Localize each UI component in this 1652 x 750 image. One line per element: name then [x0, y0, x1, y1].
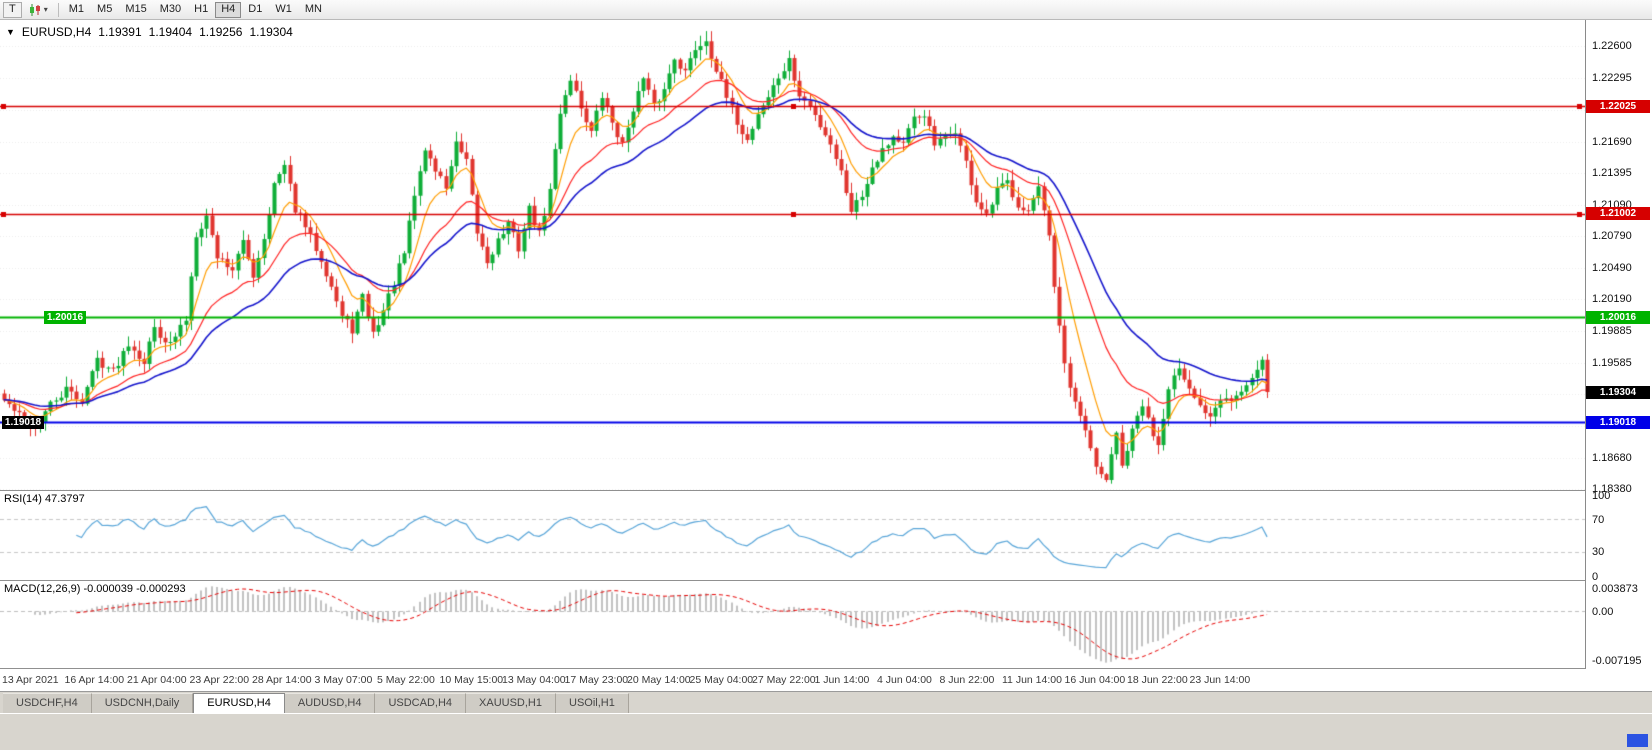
- time-axis-label: 25 May 04:00: [689, 674, 754, 686]
- panel-separator: [0, 668, 1652, 669]
- time-axis-label: 10 May 15:00: [439, 674, 504, 686]
- time-axis-label: 13 May 04:00: [502, 674, 566, 686]
- time-axis-label: 13 Apr 2021: [2, 674, 59, 686]
- tab-xauusd-h1[interactable]: XAUUSD,H1: [466, 693, 556, 713]
- price-axis-label: 1.20490: [1592, 261, 1632, 274]
- price-axis-label: 1.20790: [1592, 230, 1632, 243]
- timeframe-h4[interactable]: H4: [215, 1, 242, 18]
- timeframe-mn[interactable]: MN: [304, 3, 322, 15]
- tab-usoil-h1[interactable]: USOil,H1: [556, 693, 629, 713]
- tab-eurusd-h4[interactable]: EURUSD,H4: [193, 693, 285, 713]
- timeframe-group: M1 M5 M15 M30 H1 H4 D1 W1 MN: [63, 1, 328, 18]
- rsi-panel[interactable]: RSI(14) 47.3797: [0, 491, 1652, 580]
- timeframe-m1[interactable]: M1: [68, 3, 85, 15]
- price-axis-label: 1.22295: [1592, 72, 1632, 85]
- time-axis-label: 20 May 14:00: [627, 674, 691, 686]
- connection-indicator: [1627, 734, 1648, 747]
- macd-axis-label: -0.007195: [1592, 655, 1642, 667]
- rsi-label: RSI(14) 47.3797: [4, 493, 85, 505]
- chart-style-dropdown[interactable]: ▾: [22, 2, 54, 18]
- chart-header: ▼ EURUSD,H4 1.19391 1.19404 1.19256 1.19…: [6, 25, 293, 39]
- time-axis-label: 23 Jun 14:00: [1189, 674, 1251, 686]
- chart-tabs: USDCHF,H4 USDCNH,Daily EURUSD,H4 AUDUSD,H4 U…: [0, 691, 1652, 713]
- rsi-axis-label: 0: [1592, 570, 1599, 583]
- timeframe-m30[interactable]: M30: [159, 3, 182, 15]
- price-axis[interactable]: 1.226001.222951.219951.216901.213951.210…: [1585, 20, 1652, 669]
- hline-price-badge: 1.22025: [1586, 99, 1650, 113]
- top-toolbar: T ▾ M1 M5 M15 M30 H1 H4 D1 W1 MN: [0, 0, 1652, 20]
- ohlc-high: 1.19404: [148, 25, 193, 39]
- time-axis-label: 21 Apr 04:00: [127, 674, 187, 686]
- price-chart-canvas[interactable]: [0, 20, 1585, 490]
- time-axis-label: 16 Apr 14:00: [64, 674, 125, 686]
- timeframe-w1[interactable]: W1: [275, 3, 292, 15]
- hline-price-badge: 1.19018: [1586, 415, 1650, 429]
- macd-panel[interactable]: MACD(12,26,9) -0.000039 -0.000293: [0, 581, 1652, 668]
- time-axis-label: 4 Jun 04:00: [877, 674, 932, 686]
- macd-label: MACD(12,26,9) -0.000039 -0.000293: [4, 583, 186, 595]
- toolbar-separator: [57, 2, 59, 17]
- time-axis-label: 27 May 22:00: [752, 674, 816, 686]
- price-axis-label: 1.20190: [1592, 293, 1632, 306]
- macd-axis-label: 0.003873: [1592, 583, 1638, 595]
- chevron-down-icon: ▾: [43, 5, 48, 14]
- tab-usdcnh-daily[interactable]: USDCNH,Daily: [91, 693, 194, 713]
- timeframe-m5[interactable]: M5: [97, 3, 113, 15]
- rsi-canvas[interactable]: [0, 491, 1585, 580]
- time-axis-label: 16 Jun 04:00: [1064, 674, 1126, 686]
- rsi-axis-label: 30: [1592, 546, 1605, 559]
- chart-collapse-arrow[interactable]: ▼: [6, 27, 15, 37]
- time-axis-label: 28 Apr 14:00: [252, 674, 312, 686]
- price-axis-label: 1.21395: [1592, 166, 1632, 179]
- panel-separator[interactable]: [0, 580, 1652, 581]
- chart-symbol-label: EURUSD,H4: [21, 25, 92, 39]
- macd-canvas[interactable]: [0, 581, 1585, 668]
- price-axis-label: 1.19885: [1592, 325, 1632, 338]
- macd-axis-label: 0.00: [1592, 606, 1614, 618]
- tab-usdcad-h4[interactable]: USDCAD,H4: [375, 693, 467, 713]
- time-axis-label: 8 Jun 22:00: [939, 674, 995, 686]
- hline-price-badge: 1.21002: [1586, 207, 1650, 221]
- panel-separator[interactable]: [0, 490, 1652, 491]
- price-axis-label: 1.18380: [1592, 483, 1632, 496]
- hline-left-badge: 1.20016: [44, 310, 86, 324]
- hline-left-badge: 1.19018: [2, 415, 44, 429]
- price-axis-label: 1.19585: [1592, 356, 1632, 369]
- toolbar-button-t[interactable]: T: [3, 1, 22, 18]
- hline-price-badge: 1.20016: [1586, 310, 1650, 324]
- time-axis-label: 3 May 07:00: [314, 674, 373, 686]
- time-axis-label: 11 Jun 14:00: [1002, 674, 1062, 686]
- status-bar: [0, 713, 1652, 750]
- timeframe-h1[interactable]: H1: [194, 3, 209, 15]
- price-axis-label: 1.18680: [1592, 451, 1632, 464]
- time-axis-label: 17 May 23:00: [564, 674, 629, 686]
- ohlc-open: 1.19391: [98, 25, 142, 39]
- time-axis[interactable]: 13 Apr 2021 16 Apr 14:00 21 Apr 04:00 23 Ap…: [0, 669, 1652, 691]
- time-axis-label: 18 Jun 22:00: [1127, 674, 1188, 686]
- timeframe-m15[interactable]: M15: [125, 3, 147, 15]
- time-axis-label: 23 Apr 22:00: [189, 674, 250, 686]
- candlestick-style-icon: [29, 3, 40, 16]
- ohlc-low: 1.19256: [199, 25, 243, 39]
- rsi-axis-label: 100: [1592, 489, 1611, 502]
- price-axis-label: 1.21690: [1592, 135, 1632, 148]
- time-axis-label: 5 May 22:00: [377, 674, 435, 686]
- ohlc-close: 1.19304: [249, 25, 293, 39]
- price-chart-panel[interactable]: ▼ EURUSD,H4 1.19391 1.19404 1.19256 1.19…: [0, 20, 1652, 490]
- tab-audusd-h4[interactable]: AUDUSD,H4: [284, 693, 376, 713]
- price-axis-label: 1.22600: [1592, 40, 1632, 53]
- tab-usdchf-h4[interactable]: USDCHF,H4: [3, 693, 92, 713]
- rsi-axis-label: 70: [1592, 513, 1605, 526]
- time-axis-label: 1 Jun 14:00: [814, 674, 870, 686]
- current-price-badge: 1.19304: [1586, 385, 1650, 399]
- timeframe-d1[interactable]: D1: [248, 3, 263, 15]
